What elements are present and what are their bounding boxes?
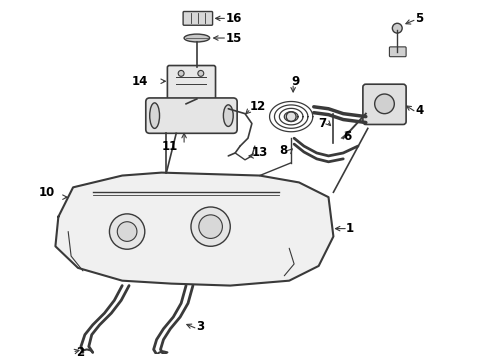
Text: 10: 10 [39,186,55,199]
Circle shape [375,94,394,114]
Ellipse shape [184,34,210,42]
Text: 12: 12 [250,100,266,113]
Text: 3: 3 [196,320,204,333]
Circle shape [178,71,184,76]
Circle shape [191,207,230,246]
Text: 15: 15 [225,32,242,45]
Circle shape [117,222,137,241]
Ellipse shape [150,103,160,129]
Text: 13: 13 [252,147,268,159]
Text: 1: 1 [346,222,354,235]
FancyBboxPatch shape [168,66,216,101]
Ellipse shape [223,105,233,126]
Text: 2: 2 [76,346,84,359]
Text: 4: 4 [415,104,423,117]
FancyBboxPatch shape [390,47,406,57]
Polygon shape [55,172,333,285]
Text: 11: 11 [162,140,178,153]
Text: 8: 8 [279,144,288,157]
Text: 5: 5 [415,12,423,25]
Text: 14: 14 [132,75,148,88]
Circle shape [109,214,145,249]
Circle shape [392,23,402,33]
Text: 7: 7 [318,117,327,130]
Text: 9: 9 [291,75,299,88]
Circle shape [198,71,204,76]
FancyBboxPatch shape [183,12,213,25]
Circle shape [286,112,296,122]
Text: 16: 16 [225,12,242,25]
FancyBboxPatch shape [146,98,237,133]
Circle shape [199,215,222,238]
FancyBboxPatch shape [363,84,406,125]
Text: 6: 6 [343,130,351,143]
